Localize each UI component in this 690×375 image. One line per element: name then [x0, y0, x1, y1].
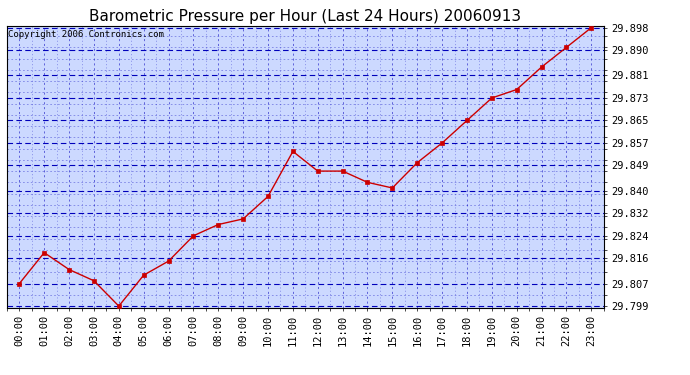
Title: Barometric Pressure per Hour (Last 24 Hours) 20060913: Barometric Pressure per Hour (Last 24 Ho…	[89, 9, 522, 24]
Text: Copyright 2006 Contronics.com: Copyright 2006 Contronics.com	[8, 30, 164, 39]
